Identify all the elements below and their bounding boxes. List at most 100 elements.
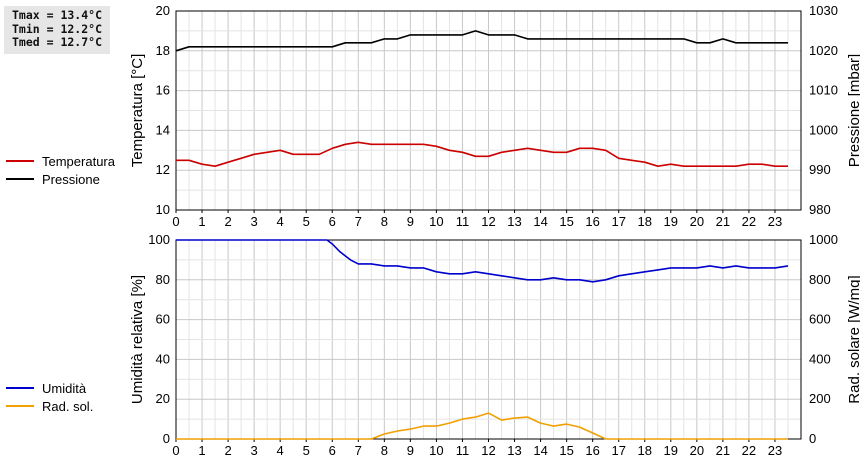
y-tick-label-right: 800 [809,272,831,287]
x-tick-label: 18 [638,443,652,458]
x-tick-label: 12 [481,443,495,458]
x-tick-label: 2 [224,214,231,229]
x-tick-label: 9 [407,214,414,229]
series-line-rad-sol [176,412,788,440]
x-tick-label: 23 [768,443,782,458]
y-tick-label-left: 18 [156,43,170,58]
x-tick-label: 13 [507,443,521,458]
x-tick-label: 21 [716,443,730,458]
x-tick-label: 10 [429,214,443,229]
y-tick-label-right: 1000 [809,232,838,247]
y-axis-label-left: Temperatura [°C] [129,54,146,168]
x-tick-label: 11 [456,214,470,229]
x-tick-label: 22 [742,443,756,458]
x-tick-label: 2 [224,443,231,458]
x-tick-label: 15 [559,443,573,458]
x-tick-label: 18 [638,214,652,229]
y-tick-label-right: 600 [809,312,831,327]
legend-bottom: Umidità Rad. sol. [6,379,93,415]
stats-box: Tmax = 13.4°C Tmin = 12.2°C Tmed = 12.7°… [4,6,110,54]
x-tick-label: 14 [533,214,547,229]
y-tick-label-left: 14 [156,122,170,137]
y-tick-label-left: 12 [156,162,170,177]
x-tick-label: 22 [742,214,756,229]
x-tick-label: 0 [172,214,179,229]
x-tick-label: 19 [664,443,678,458]
y-axis-label-right: Rad. solare [W/mq] [846,275,860,403]
x-tick-label: 5 [303,214,310,229]
x-tick-label: 7 [355,443,362,458]
x-tick-label: 16 [585,214,599,229]
legend-swatch-pressione [6,178,34,180]
x-tick-label: 6 [329,214,336,229]
y-tick-label-right: 1030 [809,3,838,18]
legend-swatch-rad-sol [6,405,34,407]
series-line-umidit [176,239,789,283]
x-tick-label: 7 [355,214,362,229]
x-tick-label: 23 [768,214,782,229]
legend-item-pressione: Pressione [6,170,115,188]
legend-swatch-umidita [6,387,34,389]
x-tick-label: 3 [251,214,258,229]
x-tick-label: 11 [456,443,470,458]
y-tick-label-left: 40 [156,351,170,366]
series-line-pressione [175,30,788,52]
y-tick-label-left: 60 [156,312,170,327]
x-tick-label: 3 [251,443,258,458]
x-tick-label: 10 [429,443,443,458]
chart-panel-1: 0 1 2 3 4 5 6 7 8 9 10 11 12 13 14 15 16 17 18 19 20 21 22 2310… [129,3,860,229]
y-tick-label-right: 1010 [809,83,838,98]
x-tick-label: 8 [381,443,388,458]
x-tick-label: 13 [507,214,521,229]
legend-label-rad-sol: Rad. sol. [42,398,94,414]
y-tick-label-left: 0 [163,431,170,446]
y-tick-label-left: 16 [156,83,170,98]
x-tick-label: 9 [407,443,414,458]
y-axis-label-right: Pressione [mbar] [846,54,860,167]
x-tick-label: 5 [303,443,310,458]
x-tick-label: 16 [585,443,599,458]
x-tick-label: 14 [533,443,547,458]
tmed-text: Tmed = 12.7°C [12,35,103,49]
tmax-text: Tmax = 13.4°C [12,8,103,22]
legend-label-umidita: Umidità [42,380,87,396]
legend-swatch-temperatura [6,160,34,162]
x-tick-label: 6 [329,443,336,458]
chart-panel-2: 0 1 2 3 4 5 6 7 8 9 10 11 12 13 14 15 16 17 18 19 20 21 22 2302… [129,232,860,458]
x-tick-label: 15 [559,214,573,229]
x-tick-label: 1 [198,443,205,458]
y-tick-label-left: 100 [148,232,170,247]
y-tick-label-right: 1000 [809,122,838,137]
x-tick-label: 1 [198,214,205,229]
legend-item-temperatura: Temperatura [6,152,115,170]
x-tick-label: 0 [172,443,179,458]
y-tick-label-right: 980 [809,202,831,217]
x-tick-label: 20 [690,443,704,458]
x-tick-label: 8 [381,214,388,229]
series-line-temperatura [176,141,788,167]
legend-top: Temperatura Pressione [6,152,115,188]
x-tick-label: 4 [277,443,284,458]
y-tick-label-left: 80 [156,272,170,287]
y-tick-label-right: 400 [809,351,831,366]
y-tick-label-right: 0 [809,431,816,446]
legend-item-rad-sol: Rad. sol. [6,397,93,415]
y-tick-label-right: 990 [809,162,831,177]
legend-item-umidita: Umidità [6,379,93,397]
y-tick-label-left: 20 [156,391,170,406]
legend-label-temperatura: Temperatura [42,153,115,169]
x-tick-label: 21 [716,214,730,229]
x-tick-label: 17 [611,214,625,229]
y-tick-label-right: 1020 [809,43,838,58]
y-tick-label-right: 200 [809,391,831,406]
x-tick-label: 17 [611,443,625,458]
y-axis-label-left: Umidità relativa [%] [129,275,146,404]
y-tick-label-left: 10 [156,202,170,217]
x-tick-label: 20 [690,214,704,229]
legend-label-pressione: Pressione [42,171,100,187]
y-tick-label-left: 20 [156,3,170,18]
x-tick-label: 12 [481,214,495,229]
x-tick-label: 4 [277,214,284,229]
x-tick-label: 19 [664,214,678,229]
